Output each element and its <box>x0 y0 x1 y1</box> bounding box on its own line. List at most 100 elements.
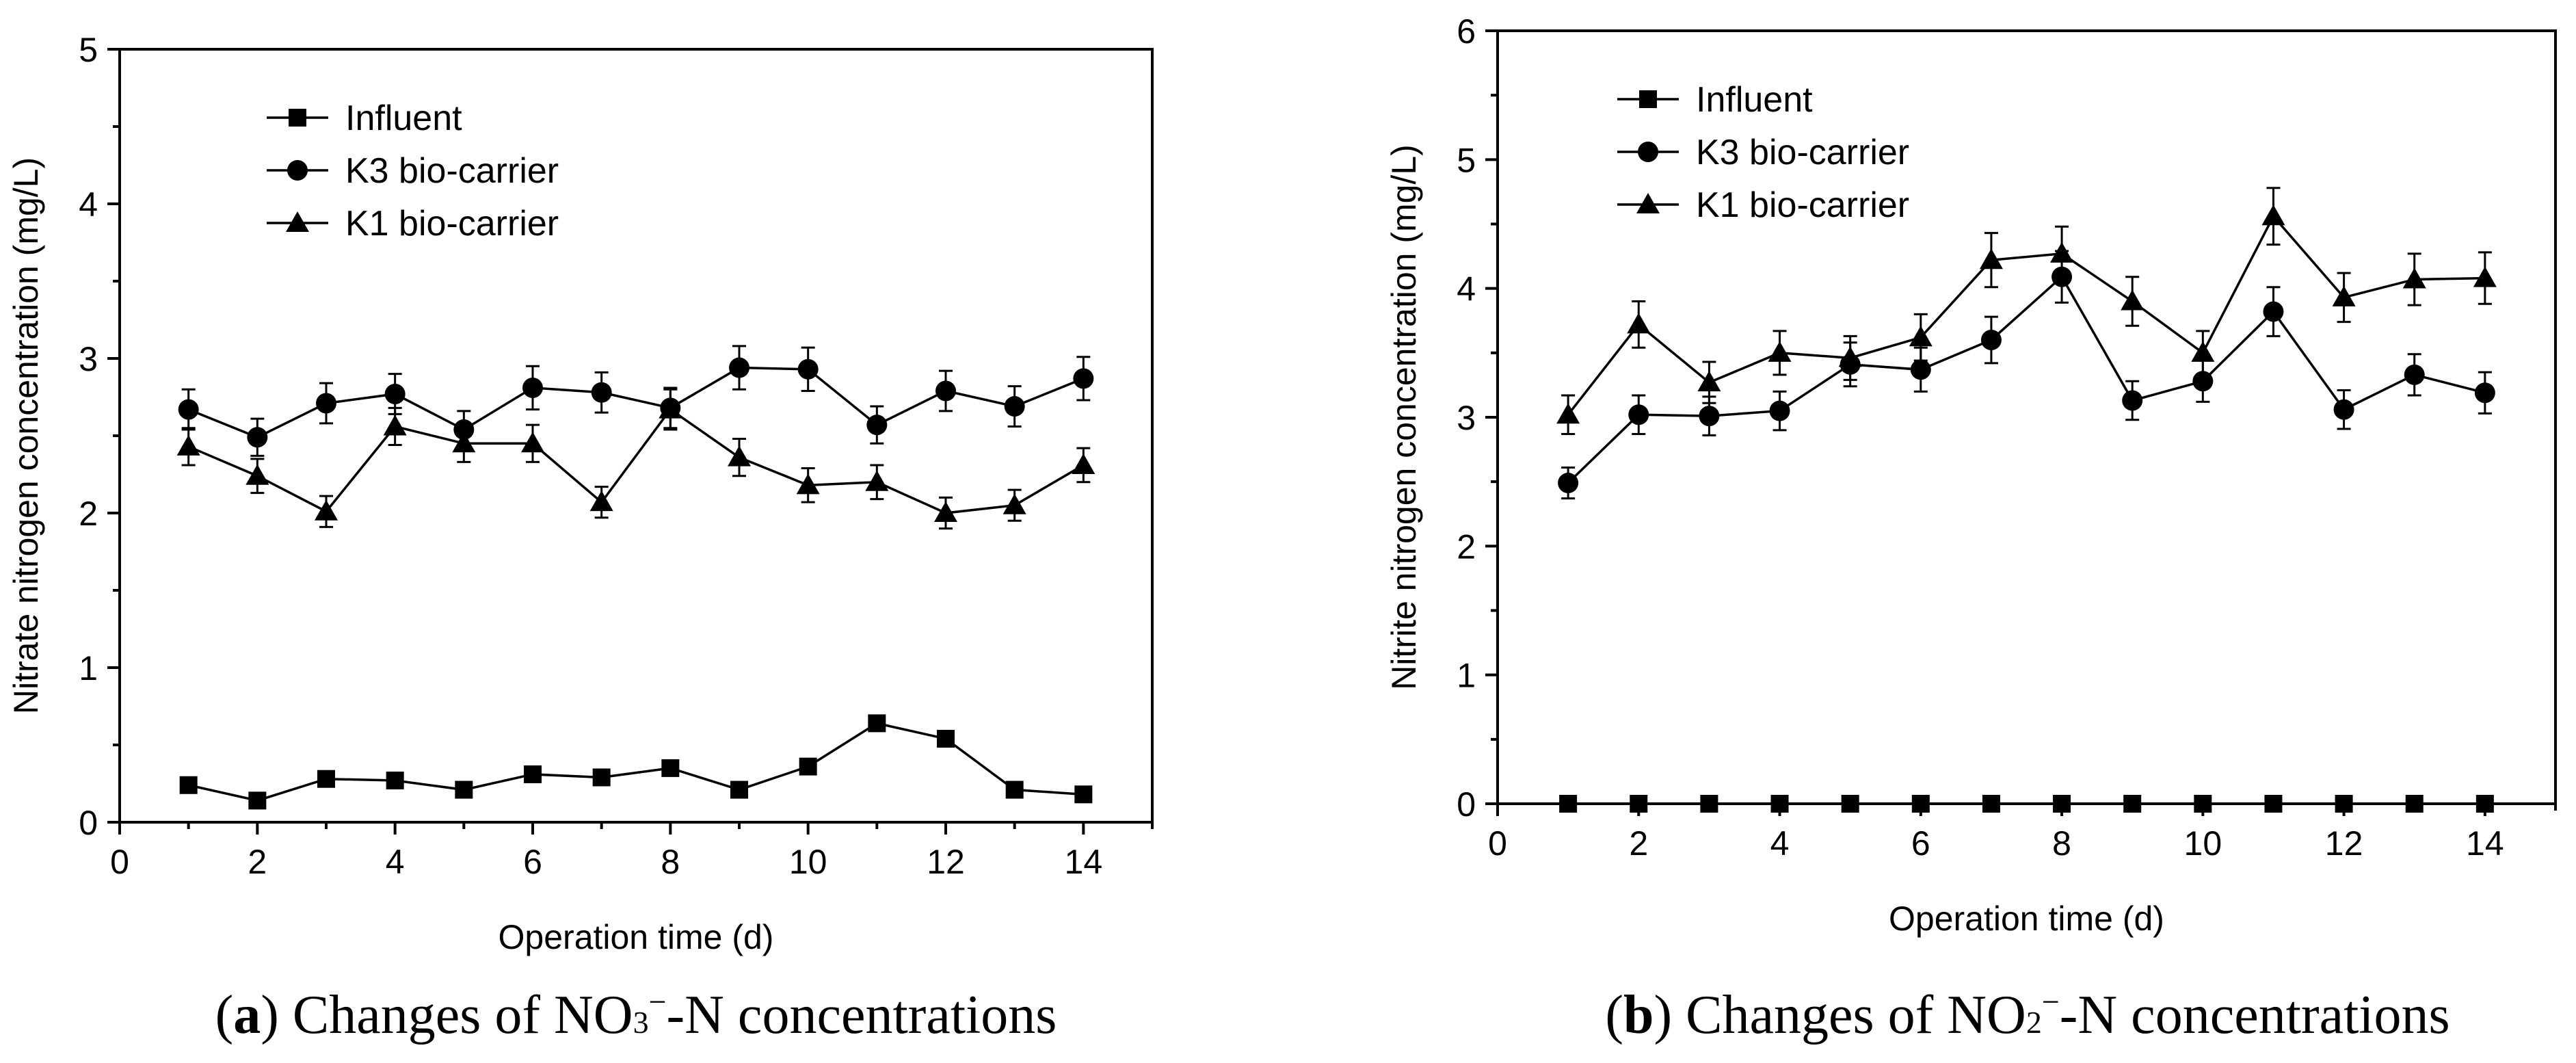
data-point <box>866 415 888 436</box>
data-point <box>2475 795 2494 813</box>
data-point <box>1002 493 1026 514</box>
data-point <box>1979 248 2003 270</box>
x-tick-label: 8 <box>2052 824 2071 863</box>
data-point <box>1072 453 1096 474</box>
data-point <box>797 358 819 380</box>
data-point <box>592 768 611 787</box>
data-point <box>1841 795 1859 813</box>
data-point <box>2121 289 2145 311</box>
data-point <box>1005 780 1024 799</box>
series-influent <box>1559 795 2494 813</box>
series-line <box>188 366 1084 439</box>
legend-label: K3 bio-carrier <box>1696 133 1909 172</box>
y-tick-label: 2 <box>1457 527 1476 566</box>
y-tick-label: 4 <box>79 185 98 224</box>
x-tick-label: 0 <box>110 843 129 881</box>
data-point <box>1558 473 1579 494</box>
y-tick-label: 1 <box>79 649 98 687</box>
data-point <box>730 780 748 799</box>
data-point <box>1074 785 1093 804</box>
y-tick-label: 4 <box>1457 270 1476 309</box>
data-point <box>1768 341 1792 362</box>
x-tick-label: 12 <box>2325 824 2363 863</box>
data-point <box>524 765 542 783</box>
data-point <box>248 791 267 810</box>
data-point <box>521 432 544 453</box>
y-tick-label: 2 <box>79 495 98 533</box>
data-point <box>317 770 335 788</box>
data-point <box>1909 326 1933 347</box>
data-point <box>1980 330 2002 350</box>
data-point <box>2335 795 2353 813</box>
x-axis-label: Operation time (d) <box>1889 900 2164 938</box>
data-point <box>799 757 817 776</box>
data-point <box>455 780 473 799</box>
data-point <box>2194 795 2212 813</box>
legend-label: K1 bio-carrier <box>345 204 559 244</box>
data-point <box>868 714 886 733</box>
data-point <box>2474 382 2495 404</box>
x-tick-label: 10 <box>2184 824 2222 863</box>
data-point <box>522 377 543 398</box>
data-point <box>1627 313 1651 334</box>
data-point <box>179 776 198 794</box>
data-point <box>1700 795 1718 813</box>
x-tick-label: 8 <box>661 843 680 881</box>
y-tick-label: 6 <box>1457 12 1476 51</box>
y-tick-label: 3 <box>1457 399 1476 437</box>
y-axis-label: Nitrate nitrogen concentration (mg/L) <box>7 157 45 714</box>
x-tick-label: 14 <box>1065 843 1103 881</box>
series-influent <box>179 714 1093 810</box>
legend-marker <box>286 211 309 232</box>
data-point <box>2123 795 2142 813</box>
x-tick-label: 6 <box>1911 824 1930 863</box>
data-point <box>176 434 200 456</box>
data-point <box>1770 795 1789 813</box>
series-k1-bio-carrier <box>1556 187 2497 435</box>
x-tick-label: 6 <box>523 843 542 881</box>
data-point <box>2473 266 2497 287</box>
legend-label: K1 bio-carrier <box>1696 185 1909 225</box>
data-point <box>659 397 682 419</box>
figure-caption: (a) Changes of NO3−-N concentrations <box>215 984 1057 1045</box>
data-point <box>247 427 268 448</box>
series-k1-bio-carrier <box>176 388 1096 530</box>
data-point <box>316 393 336 414</box>
data-point <box>315 499 338 521</box>
data-point <box>1556 403 1580 424</box>
x-tick-label: 14 <box>2466 824 2504 863</box>
legend-marker <box>287 160 308 181</box>
y-tick-label: 0 <box>79 804 98 842</box>
data-point <box>796 473 820 495</box>
data-point <box>1699 406 1720 427</box>
data-point <box>1559 795 1578 813</box>
data-point <box>2402 267 2426 289</box>
x-tick-label: 0 <box>1488 824 1507 863</box>
data-point <box>383 415 407 436</box>
x-tick-label: 4 <box>1770 824 1790 863</box>
data-point <box>589 490 613 512</box>
y-tick-label: 3 <box>79 340 98 378</box>
data-point <box>2404 364 2425 385</box>
series-line <box>187 408 1085 514</box>
data-point <box>661 759 680 777</box>
legend-marker <box>289 109 306 127</box>
legend-label: Influent <box>345 99 462 138</box>
data-point <box>2263 301 2284 322</box>
data-point <box>1769 400 1790 421</box>
y-tick-label: 0 <box>1457 785 1476 824</box>
data-point <box>1911 795 1930 813</box>
data-point <box>937 729 955 748</box>
legend-label: Influent <box>1696 80 1813 120</box>
legend-label: K3 bio-carrier <box>345 151 559 191</box>
data-point <box>2261 205 2285 226</box>
data-point <box>178 399 199 420</box>
x-tick-label: 10 <box>789 843 827 881</box>
x-axis-label: Operation time (d) <box>499 918 774 956</box>
data-point <box>1628 404 1649 425</box>
data-point <box>729 357 749 378</box>
x-tick-label: 2 <box>248 843 267 881</box>
